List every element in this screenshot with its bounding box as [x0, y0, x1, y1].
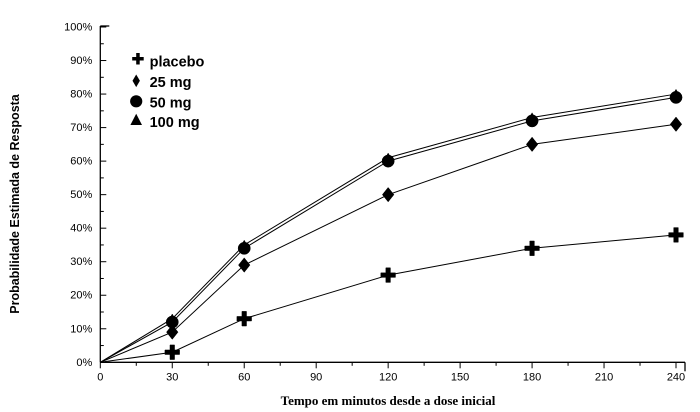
svg-text:120: 120 — [379, 371, 397, 383]
svg-text:70%: 70% — [70, 122, 92, 134]
svg-text:50%: 50% — [70, 189, 92, 201]
svg-text:150: 150 — [451, 371, 469, 383]
svg-text:20%: 20% — [70, 290, 92, 302]
svg-text:50 mg: 50 mg — [150, 96, 192, 112]
svg-text:180: 180 — [523, 371, 541, 383]
svg-text:90: 90 — [310, 371, 322, 383]
svg-text:0: 0 — [97, 371, 103, 383]
svg-text:10%: 10% — [70, 323, 92, 335]
svg-text:210: 210 — [595, 371, 613, 383]
svg-text:90%: 90% — [70, 55, 92, 67]
svg-text:30%: 30% — [70, 256, 92, 268]
svg-text:40%: 40% — [70, 223, 92, 235]
svg-text:100%: 100% — [64, 22, 92, 34]
svg-text:60%: 60% — [70, 156, 92, 168]
svg-text:Tempo em minutos desde a dose: Tempo em minutos desde a dose inicial — [281, 393, 496, 408]
svg-text:30: 30 — [166, 371, 178, 383]
svg-text:80%: 80% — [70, 89, 92, 101]
svg-text:100 mg: 100 mg — [150, 115, 200, 131]
svg-text:placebo: placebo — [150, 54, 205, 70]
svg-text:240: 240 — [667, 371, 685, 383]
svg-text:Probabilidade Estimada de Resp: Probabilidade Estimada de Resposta — [8, 93, 22, 314]
svg-text:60: 60 — [238, 371, 250, 383]
svg-text:25 mg: 25 mg — [150, 75, 192, 91]
svg-text:0%: 0% — [76, 357, 92, 369]
